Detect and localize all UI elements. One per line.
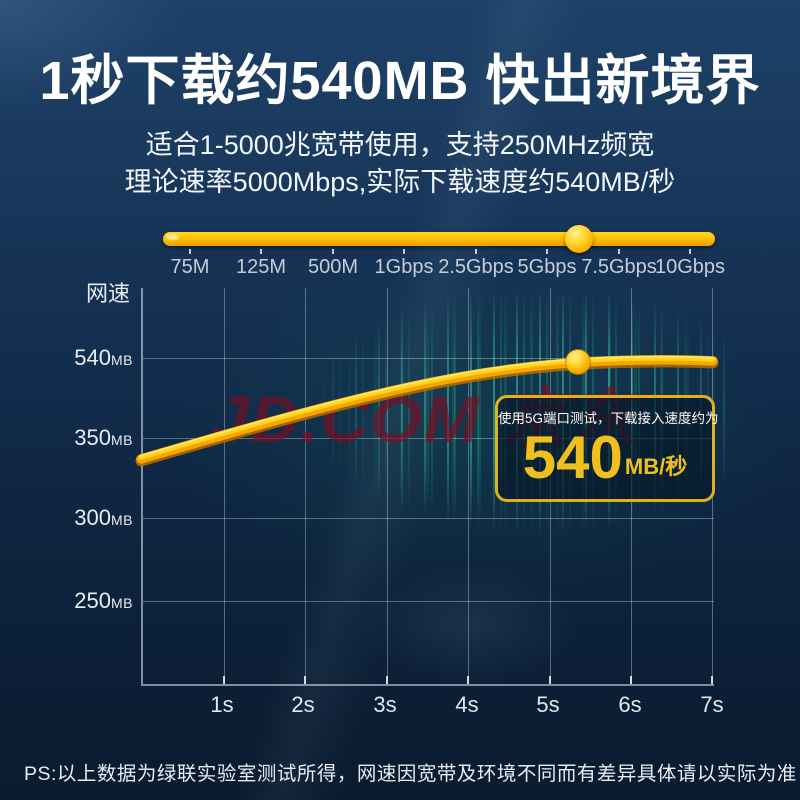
axis-tick [630, 676, 632, 684]
gridline [143, 601, 714, 602]
slider-label-75m: 75M [170, 256, 210, 278]
x-tick-2s: 2s [291, 692, 315, 717]
slider-label-1g: 1Gbps [374, 256, 434, 278]
slider-label-500m: 500M [307, 256, 359, 278]
slider-label-2-5g: 2.5Gbps [438, 256, 514, 278]
y-axis-title: 网速 [86, 281, 131, 306]
slider-tick [475, 249, 477, 254]
y-tick-350: 350MB [74, 425, 133, 450]
bandwidth-slider-knob[interactable] [565, 225, 593, 253]
subtitle-line-1: 适合1-5000兆宽带使用，支持250MHz频宽 [145, 130, 655, 160]
slider-tick [403, 249, 405, 254]
slider-label-5g: 5Gbps [517, 256, 577, 278]
callout-value: 540 [522, 424, 623, 491]
page-subtitle: 适合1-5000兆宽带使用，支持250MHz频宽 理论速率5000Mbps,实际… [0, 127, 800, 201]
axis-tick [467, 676, 469, 684]
y-tick-540: 540MB [74, 345, 133, 370]
gridline [468, 288, 469, 684]
footnote: PS:以上数据为绿联实验室测试所得，网速因宽带及环境不同而有差异具体请以实际为准 [24, 763, 797, 785]
callout-unit: MB/秒 [624, 454, 688, 479]
slider-tick [260, 249, 262, 254]
slider-tick [618, 249, 620, 254]
gridline [143, 358, 714, 359]
slider-tick [189, 249, 191, 254]
callout-value-row: 540 MB/秒 [498, 424, 712, 491]
gridline [143, 518, 714, 519]
slider-label-7-5g: 7.5Gbps [581, 256, 657, 278]
x-tick-1s: 1s [210, 692, 234, 717]
gridline [224, 288, 225, 684]
y-tick-300: 300MB [74, 505, 133, 530]
axis-tick [711, 676, 713, 684]
axis-tick [223, 676, 225, 684]
speed-callout: 使用5G端口测试，下载接入速度约为 540 MB/秒 [495, 395, 719, 502]
x-tick-7s: 7s [700, 692, 724, 717]
axis-tick [549, 676, 551, 684]
gridline [305, 288, 306, 684]
axis-tick [386, 676, 388, 684]
x-tick-5s: 5s [536, 692, 560, 717]
slider-tick [332, 249, 334, 254]
page-title: 1秒下载约540MB 快出新境界 [39, 51, 761, 111]
y-tick-250: 250MB [74, 588, 133, 613]
x-tick-3s: 3s [373, 692, 397, 717]
slider-tick [546, 249, 548, 254]
slider-label-125m: 125M [235, 256, 287, 278]
slider-tick [689, 249, 691, 254]
axis-tick [304, 676, 306, 684]
slider-label-10g: 10Gbps [654, 256, 726, 278]
x-tick-6s: 6s [618, 692, 642, 717]
bandwidth-slider-track[interactable] [163, 232, 715, 246]
subtitle-line-2: 理论速率5000Mbps,实际下载速度约540MB/秒 [124, 167, 676, 197]
gridline [387, 288, 388, 684]
x-tick-4s: 4s [455, 692, 479, 717]
